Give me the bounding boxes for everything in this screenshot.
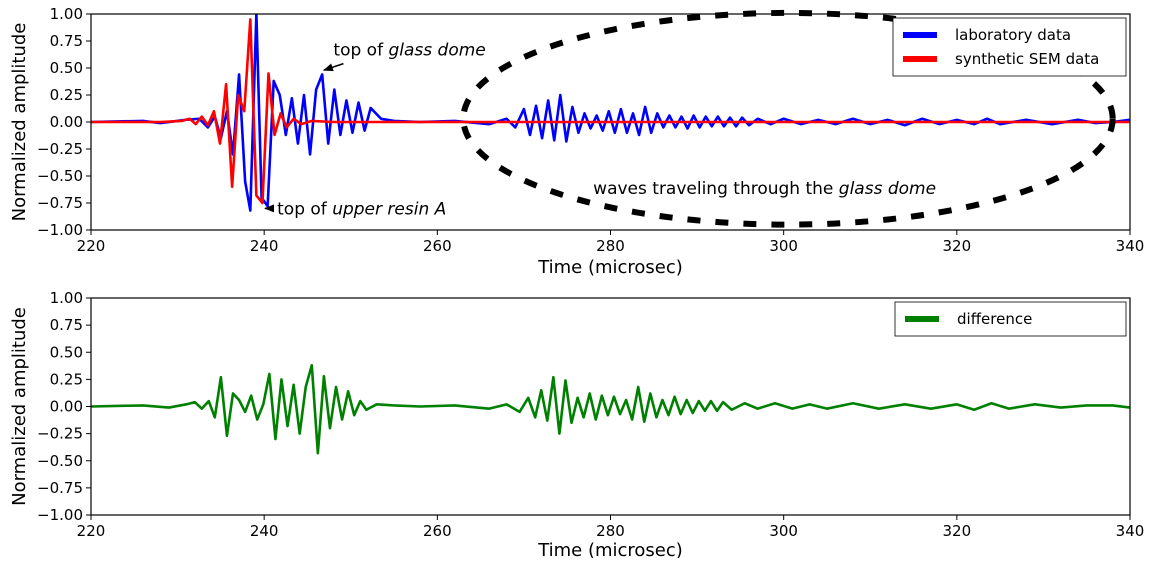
annotation-italic: upper resin A <box>332 199 446 219</box>
y-tick-label: −0.50 <box>37 167 83 185</box>
y-axis-title: Normalized amplitude <box>9 23 30 222</box>
y-tick-label: 0.00 <box>50 398 83 416</box>
x-tick-label: 340 <box>1116 522 1145 540</box>
legend-label: synthetic SEM data <box>955 50 1099 68</box>
y-tick-label: 0.25 <box>50 86 83 104</box>
legend-label: difference <box>957 310 1032 328</box>
series-line-synthetic-sem-data <box>91 18 1130 205</box>
dashed-ellipse <box>460 9 1116 228</box>
x-tick-label: 320 <box>943 522 972 540</box>
annotation-italic: glass dome <box>839 179 936 199</box>
annotation-text: top of upper resin A <box>277 199 446 219</box>
y-tick-label: 1.00 <box>50 289 83 307</box>
y-tick-label: 0.75 <box>50 316 83 334</box>
legend-box <box>892 17 1127 77</box>
annotation-italic: glass dome <box>388 41 485 61</box>
x-tick-label: 220 <box>77 522 106 540</box>
series-line-difference <box>91 363 1130 455</box>
y-tick-label: −0.75 <box>37 194 83 212</box>
y-tick-label: 0.25 <box>50 370 83 388</box>
x-tick-label: 280 <box>596 237 625 255</box>
x-tick-label: 240 <box>250 237 279 255</box>
y-tick-label: −0.25 <box>37 425 83 443</box>
y-tick-label: 0.75 <box>50 32 83 50</box>
annotation-plain: waves traveling through the <box>593 179 839 199</box>
x-tick-label: 300 <box>769 237 798 255</box>
legend-label: laboratory data <box>955 26 1071 44</box>
y-tick-label: 0.00 <box>50 113 83 131</box>
y-tick-label: −1.00 <box>37 506 83 524</box>
x-tick-label: 260 <box>423 237 452 255</box>
x-tick-label: 340 <box>1116 237 1145 255</box>
x-axis-title: Time (microsec) <box>537 540 683 558</box>
legend: difference <box>894 301 1127 337</box>
x-tick-label: 300 <box>769 522 798 540</box>
y-tick-label: −0.75 <box>37 479 83 497</box>
y-tick-label: 1.00 <box>50 5 83 23</box>
x-tick-label: 260 <box>423 522 452 540</box>
y-tick-label: −0.25 <box>37 140 83 158</box>
plot-panel-2: 220 240 260 280 300 320 340 1.00 0.75 0.50 0.25 0.0… <box>9 289 1145 561</box>
annotation-arrow <box>322 62 344 72</box>
y-tick-label: −1.00 <box>37 221 83 239</box>
y-tick-label: 0.50 <box>50 59 83 77</box>
annotation-text: waves traveling through the glass dome <box>593 179 936 199</box>
x-axis-title: Time (microsec) <box>537 257 683 278</box>
plot-panel-1: 220 240 260 280 300 320 340 1.00 0.75 0.50 0.25 0.0… <box>9 5 1144 278</box>
x-tick-label: 240 <box>250 522 279 540</box>
x-tick-label: 220 <box>77 237 106 255</box>
annotation-plain: top of <box>333 41 388 61</box>
x-tick-label: 320 <box>943 237 972 255</box>
annotation-plain: top of <box>277 199 332 219</box>
legend: laboratory data synthetic SEM data <box>892 17 1127 77</box>
annotation-text: top of glass dome <box>333 41 485 61</box>
x-tick-label: 280 <box>596 522 625 540</box>
y-tick-label: 0.50 <box>50 343 83 361</box>
y-axis-title: Normalized amplitude <box>9 307 30 506</box>
y-tick-label: −0.50 <box>37 452 83 470</box>
